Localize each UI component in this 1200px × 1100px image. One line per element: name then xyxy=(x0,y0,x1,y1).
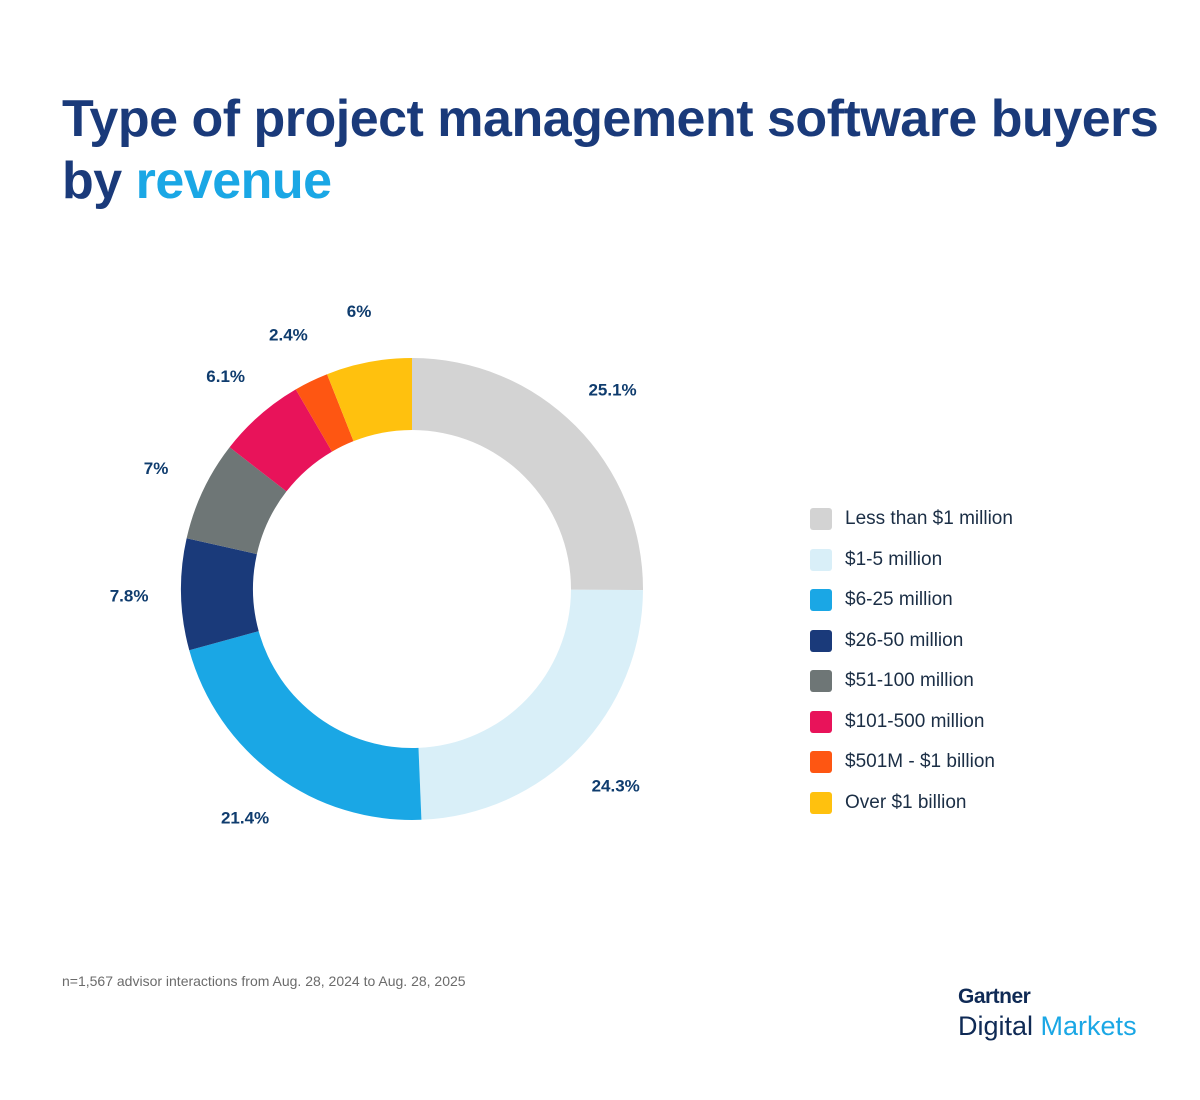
legend-item: $501M - $1 billion xyxy=(810,750,1013,774)
legend-item: Over $1 billion xyxy=(810,791,1013,815)
slice-2 xyxy=(418,589,643,820)
legend-item: $26-50 million xyxy=(810,629,1013,653)
data-label: 6% xyxy=(347,302,372,321)
legend-label: $51-100 million xyxy=(845,670,974,691)
slice-8 xyxy=(327,358,412,442)
logo-line1: Gartner xyxy=(958,985,1031,1008)
slice-4 xyxy=(181,538,259,651)
slice-6 xyxy=(229,389,332,492)
legend-swatch xyxy=(810,508,832,530)
legend-swatch xyxy=(810,589,832,611)
logo-digital: Digital xyxy=(958,1011,1034,1041)
legend-label: $6-25 million xyxy=(845,589,953,610)
legend-label: $501M - $1 billion xyxy=(845,751,995,772)
data-label: 24.3% xyxy=(592,776,640,795)
logo-line2: Digital Markets xyxy=(958,1011,1137,1042)
legend-item: $51-100 million xyxy=(810,669,1013,693)
legend-label: $101-500 million xyxy=(845,710,985,732)
slice-1 xyxy=(412,358,643,591)
legend-item: $1-5 million xyxy=(810,548,1013,572)
legend-swatch xyxy=(810,710,832,733)
footnote: n=1,567 advisor interactions from Aug. 2… xyxy=(62,973,466,989)
data-label: 21.4% xyxy=(221,809,269,828)
slice-5 xyxy=(186,447,287,555)
data-label: 25.1% xyxy=(588,380,636,399)
legend-label: Less than $1 million xyxy=(845,508,1013,529)
title-highlight: revenue xyxy=(135,152,332,210)
data-label: 6.1% xyxy=(206,367,245,386)
data-label: 2.4% xyxy=(269,325,308,344)
slice-7 xyxy=(295,374,354,452)
legend-swatch xyxy=(810,751,832,773)
slice-3 xyxy=(189,631,422,820)
legend-swatch xyxy=(810,791,832,814)
gartner-logo: Gartner Digital Markets xyxy=(958,985,1137,1042)
legend-label: $26-50 million xyxy=(845,629,964,651)
legend-swatch xyxy=(810,548,832,571)
legend-item: $101-500 million xyxy=(810,710,1013,734)
page-title: Type of project management software buye… xyxy=(62,88,1200,212)
logo-markets: Markets xyxy=(1040,1011,1137,1041)
title-text: Type of project management software buye… xyxy=(62,90,1159,210)
legend: Less than $1 million $1-5 million $6-25 mi… xyxy=(810,507,1013,831)
legend-swatch xyxy=(810,629,832,652)
legend-item: Less than $1 million xyxy=(810,507,1013,531)
legend-label: $1-5 million xyxy=(845,548,943,570)
legend-item: $6-25 million xyxy=(810,588,1013,612)
legend-swatch xyxy=(810,670,832,692)
legend-label: Over $1 billion xyxy=(845,791,967,813)
data-label: 7% xyxy=(144,459,169,478)
data-label: 7.8% xyxy=(110,587,149,606)
